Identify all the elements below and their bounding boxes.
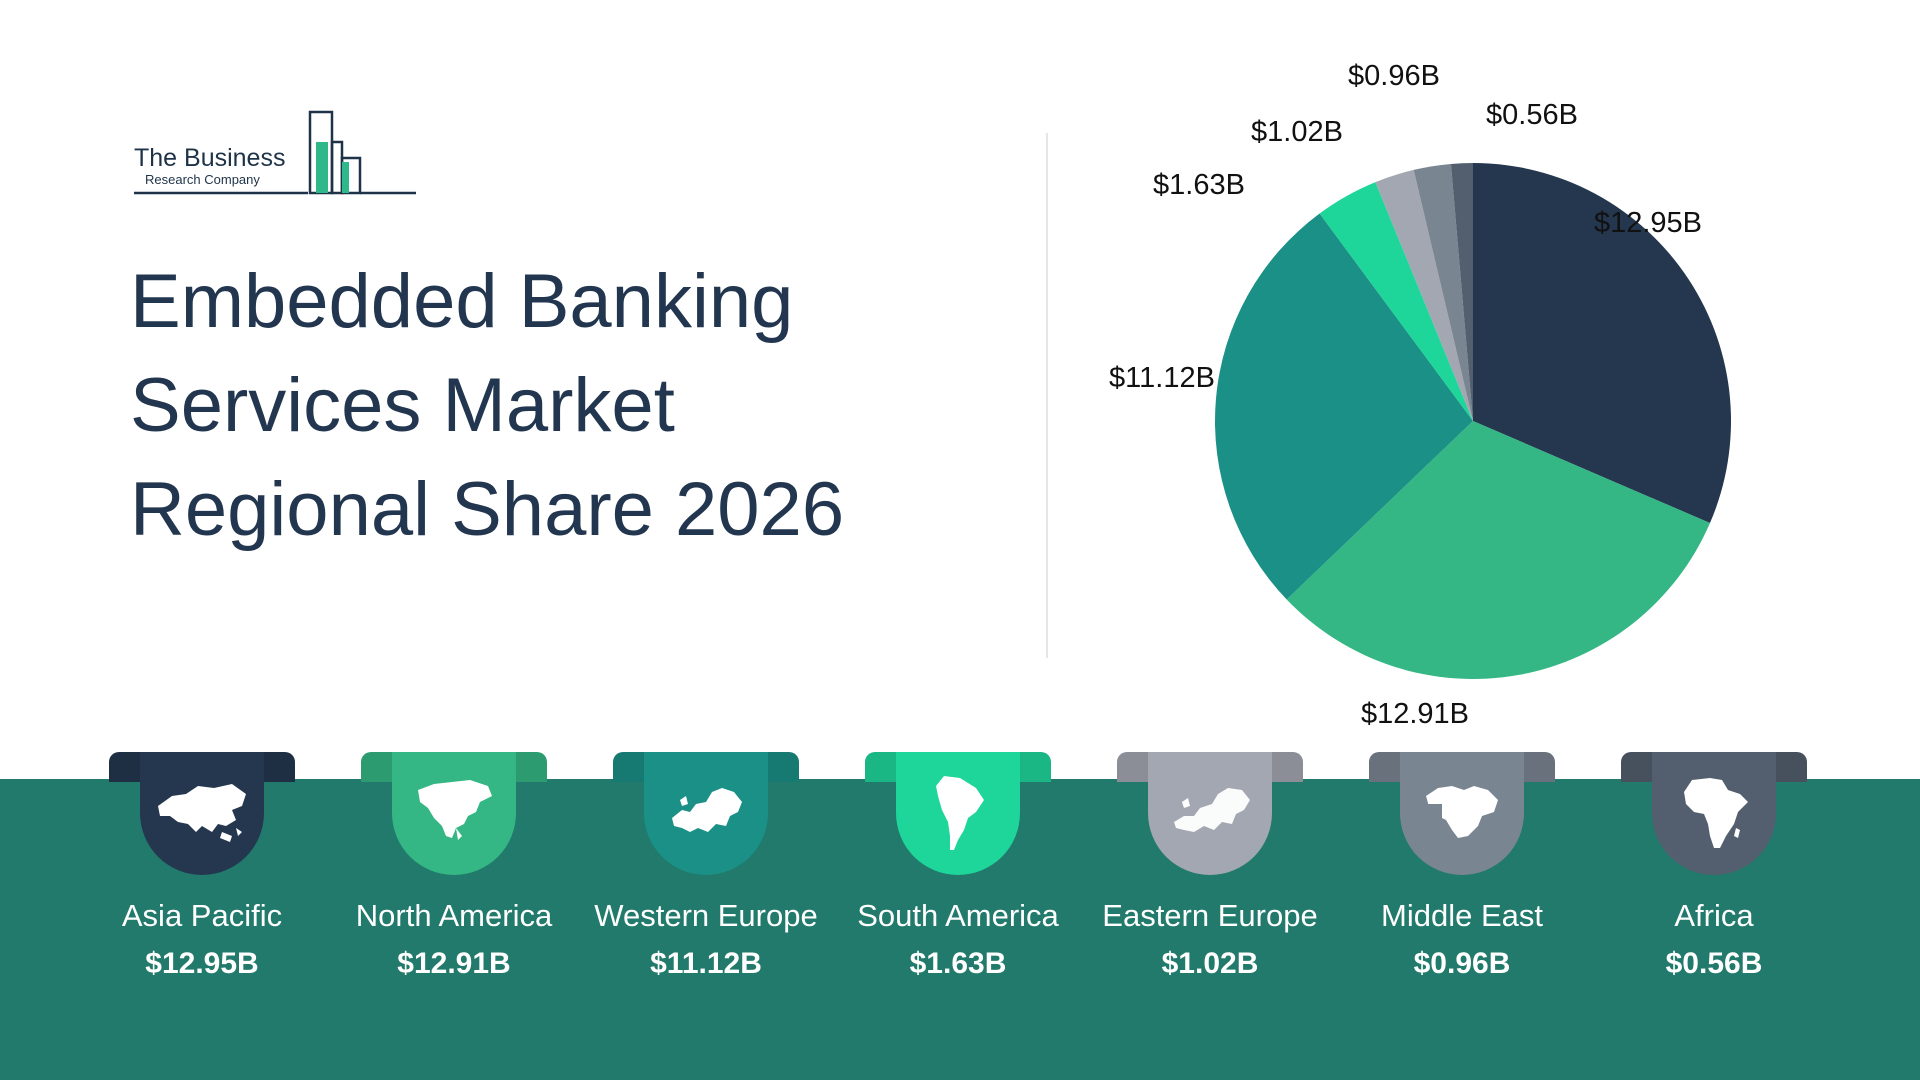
title-line-2: Services Market bbox=[130, 363, 675, 448]
pie-slice-north-america bbox=[1286, 421, 1710, 679]
region-badge bbox=[1148, 752, 1272, 875]
pie-labels: $12.95B $12.91B $11.12B $1.63B$1.02B$0.96B $… bbox=[1109, 60, 1702, 730]
region-value: $12.91B bbox=[397, 947, 511, 980]
region-name: Asia Pacific bbox=[121, 898, 283, 933]
page-title: Embedded Banking Services Market Regiona… bbox=[130, 250, 890, 562]
logo-buildings-icon bbox=[134, 110, 416, 195]
region-value: $1.02B bbox=[1161, 947, 1259, 980]
south-america-map-icon bbox=[936, 776, 984, 850]
region-name: North America bbox=[355, 898, 553, 933]
pie-slice-middle-east bbox=[1413, 163, 1473, 421]
region-name: Western Europe bbox=[594, 898, 818, 933]
region-name: Eastern Europe bbox=[1102, 898, 1318, 933]
pie-slices bbox=[1215, 163, 1731, 679]
middle-east-map-icon bbox=[1426, 786, 1498, 838]
region-name: Middle East bbox=[1381, 898, 1543, 933]
title-line-1: Embedded Banking bbox=[130, 259, 794, 344]
north-america-map-icon bbox=[418, 780, 492, 840]
pie-slice-asia-pacific bbox=[1473, 163, 1731, 524]
pie-label-western-europe: $11.12B bbox=[1109, 362, 1215, 394]
region-badge bbox=[1400, 752, 1524, 875]
region-badge bbox=[644, 752, 768, 875]
western-europe-map-icon bbox=[672, 788, 742, 832]
region-name: South America bbox=[857, 898, 1059, 933]
pie-slice-western-europe bbox=[1215, 213, 1473, 600]
logo-line1: The Business bbox=[134, 144, 286, 172]
region-value: $11.12B bbox=[650, 947, 762, 980]
region-badge bbox=[140, 752, 264, 875]
region-badge bbox=[896, 752, 1020, 875]
pie-slice-eastern-europe bbox=[1375, 169, 1473, 421]
region-badge bbox=[1652, 752, 1776, 875]
region-value: $0.96B bbox=[1413, 947, 1511, 980]
africa-map-icon bbox=[1684, 778, 1748, 848]
region-name: Africa bbox=[1674, 898, 1754, 933]
pie-label-south-america: $1.63B bbox=[1153, 169, 1245, 201]
vertical-divider bbox=[1046, 133, 1048, 658]
pie-label-africa: $0.56B bbox=[1486, 99, 1578, 131]
pie-label-north-america: $12.91B bbox=[1361, 698, 1469, 730]
pie-chart: $12.95B $12.91B $11.12B $1.63B$1.02B$0.96B $… bbox=[1109, 60, 1731, 730]
asia-map-icon bbox=[158, 784, 246, 842]
pie-slice-africa bbox=[1450, 163, 1473, 421]
region-value: $0.56B bbox=[1665, 947, 1763, 980]
eastern-europe-map-icon bbox=[1174, 788, 1250, 832]
pie-label-middle-east: $0.96B bbox=[1348, 60, 1440, 92]
company-logo: The Business Research Company bbox=[134, 108, 416, 196]
region-badge bbox=[392, 752, 516, 875]
pie-label-asia-pacific: $12.95B bbox=[1594, 207, 1702, 239]
logo-line2: Research Company bbox=[145, 172, 260, 187]
region-value: $12.95B bbox=[145, 947, 259, 980]
pie-slice-south-america bbox=[1319, 182, 1473, 421]
pie-label-eastern-europe: $1.02B bbox=[1251, 116, 1343, 148]
region-value: $1.63B bbox=[909, 947, 1007, 980]
title-line-3: Regional Share 2026 bbox=[130, 467, 845, 552]
